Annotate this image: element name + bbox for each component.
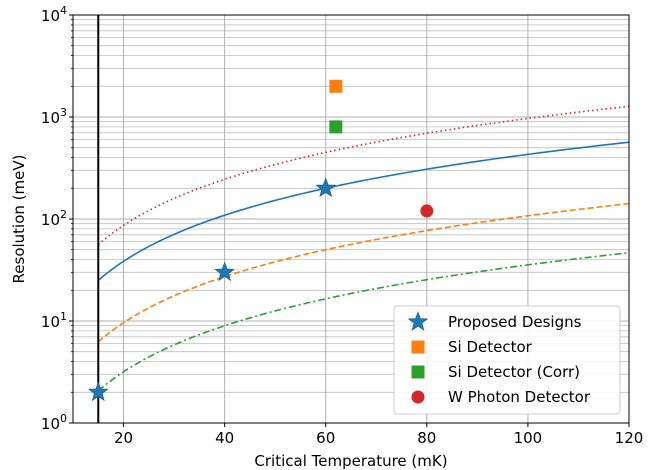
y-tick-label: 102 [41, 208, 67, 229]
x-tick-label: 60 [316, 429, 335, 447]
x-tick-label: 40 [215, 429, 234, 447]
data-points [87, 79, 434, 402]
y-axis-label: Resolution (meV) [10, 155, 28, 284]
point-square [329, 120, 343, 134]
point-circle [420, 204, 434, 218]
legend-box [393, 305, 621, 415]
legend-marker-circle [411, 390, 425, 404]
point-star [87, 381, 109, 402]
point-square [329, 79, 343, 93]
legend-label: Si Detector [448, 338, 533, 356]
x-axis-ticks: 20 40 60 80 100 120 [114, 423, 643, 447]
curve-solid [97, 141, 630, 282]
y-tick-label: 101 [41, 310, 67, 331]
legend-label: Proposed Designs [448, 313, 582, 331]
curve-dashed [97, 202, 630, 343]
x-tick-label: 20 [114, 429, 133, 447]
legend-marker-square [411, 340, 425, 354]
point-star [315, 177, 337, 198]
x-tick-label: 120 [615, 429, 644, 447]
legend-label: W Photon Detector [448, 388, 591, 406]
x-tick-label: 80 [417, 429, 436, 447]
x-tick-label: 100 [514, 429, 543, 447]
y-tick-label: 100 [41, 412, 67, 433]
minor-grid [73, 19, 629, 393]
y-axis-ticks: 100 101 102 103 104 [41, 4, 73, 433]
legend: Proposed Designs Si Detector Si Detector (… [393, 305, 621, 415]
point-star [214, 261, 235, 282]
y-tick-label: 104 [41, 4, 67, 25]
x-axis-label: Critical Temperature (mK) [254, 452, 447, 470]
legend-marker-star [407, 311, 429, 331]
legend-marker-square [411, 365, 425, 379]
curve-dashdot [97, 251, 630, 392]
y-tick-label: 103 [41, 106, 67, 127]
legend-label: Si Detector (Corr) [448, 363, 580, 381]
model-curves [97, 105, 630, 392]
